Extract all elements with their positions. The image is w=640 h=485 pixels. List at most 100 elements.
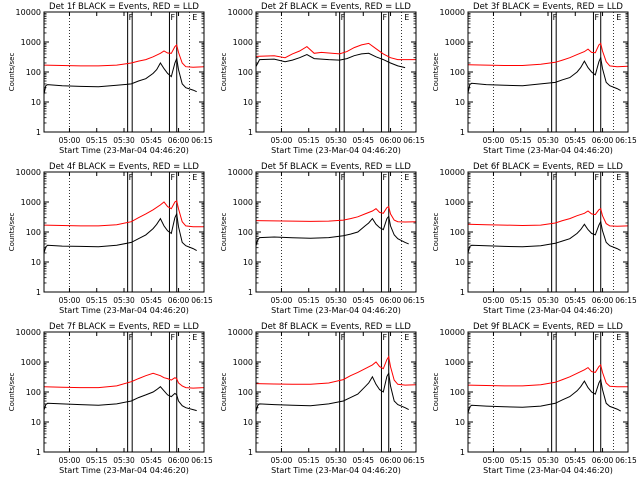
chart-title: Det 9f BLACK = Events, RED = LLD xyxy=(473,322,623,332)
interval-marker: E xyxy=(192,13,197,22)
interval-marker: F xyxy=(129,173,134,182)
x-tick-label: 05:30 xyxy=(113,296,135,305)
series-line-events xyxy=(467,220,621,254)
x-tick-label: 05:30 xyxy=(113,456,135,465)
x-tick-label: 05:00 xyxy=(271,136,293,145)
x-tick-label: 05:00 xyxy=(483,296,505,305)
series-line-lld xyxy=(467,207,629,227)
series-line-events xyxy=(467,378,621,414)
series-line-events xyxy=(43,212,197,254)
x-tick-label: 05:15 xyxy=(86,456,108,465)
interval-marker: E xyxy=(404,173,409,182)
y-tick-label: 1 xyxy=(36,448,41,457)
y-tick-label: 10 xyxy=(455,418,465,427)
interval-box xyxy=(380,171,390,293)
x-axis-label: Start Time (23-Mar-04 04:46:20) xyxy=(59,306,189,315)
x-tick-label: 05:45 xyxy=(564,136,586,145)
interval-marker: E xyxy=(404,333,409,342)
series-line-lld xyxy=(255,42,416,61)
series-line-lld xyxy=(467,42,629,68)
x-tick-label: 05:45 xyxy=(352,296,374,305)
y-axis-label: Counts/sec xyxy=(432,53,440,92)
y-tick-label: 100 xyxy=(26,68,41,77)
interval-marker: F xyxy=(170,173,175,182)
x-tick-label: 05:30 xyxy=(325,296,347,305)
interval-marker: F xyxy=(382,13,387,22)
x-axis-label: Start Time (23-Mar-04 04:46:20) xyxy=(271,146,401,155)
interval-marker: F xyxy=(594,333,599,342)
interval-marker: F xyxy=(129,333,134,342)
y-tick-label: 10000 xyxy=(16,168,41,177)
y-tick-label: 10000 xyxy=(16,8,41,17)
x-tick-label: 05:30 xyxy=(537,136,559,145)
y-tick-label: 1000 xyxy=(233,358,253,367)
y-tick-label: 1000 xyxy=(21,358,41,367)
y-axis-label: Counts/sec xyxy=(8,53,16,92)
y-tick-label: 10000 xyxy=(228,328,253,337)
x-tick-label: 05:30 xyxy=(537,296,559,305)
chart-title: Det 7f BLACK = Events, RED = LLD xyxy=(49,322,199,332)
x-tick-label: 05:30 xyxy=(537,456,559,465)
series-line-lld xyxy=(255,355,417,386)
interval-box xyxy=(339,11,345,133)
interval-box xyxy=(127,331,133,453)
plot-frame xyxy=(467,171,629,293)
interval-marker: E xyxy=(616,13,621,22)
chart-title: Det 5f BLACK = Events, RED = LLD xyxy=(261,162,411,172)
y-tick-label: 10000 xyxy=(228,168,253,177)
y-tick-label: 1 xyxy=(36,288,41,297)
plot-frame xyxy=(43,331,205,453)
x-axis-label: Start Time (23-Mar-04 04:46:20) xyxy=(271,306,401,315)
interval-marker: F xyxy=(170,333,175,342)
y-tick-label: 10000 xyxy=(440,328,465,337)
series-line-lld xyxy=(467,363,628,388)
x-tick-label: 05:45 xyxy=(352,456,374,465)
x-tick-label: 06:15 xyxy=(615,296,637,305)
interval-box xyxy=(168,11,178,133)
interval-box xyxy=(592,11,602,133)
x-tick-label: 06:00 xyxy=(592,136,614,145)
y-tick-label: 1000 xyxy=(21,38,41,47)
x-tick-label: 05:45 xyxy=(352,136,374,145)
x-tick-label: 05:15 xyxy=(298,296,320,305)
y-tick-label: 10 xyxy=(243,258,253,267)
x-tick-label: 06:15 xyxy=(615,136,637,145)
y-tick-label: 100 xyxy=(238,228,253,237)
y-tick-label: 1 xyxy=(460,448,465,457)
y-tick-label: 10 xyxy=(31,418,41,427)
interval-box xyxy=(592,331,602,453)
y-tick-label: 10000 xyxy=(440,168,465,177)
x-tick-label: 05:00 xyxy=(271,296,293,305)
interval-box xyxy=(168,171,178,293)
x-tick-label: 05:00 xyxy=(59,136,81,145)
x-tick-label: 05:45 xyxy=(140,456,162,465)
y-tick-label: 1 xyxy=(460,288,465,297)
interval-marker: F xyxy=(594,173,599,182)
interval-box xyxy=(592,171,602,293)
y-tick-label: 1 xyxy=(248,448,253,457)
series-line-lld xyxy=(43,199,204,228)
interval-marker: F xyxy=(382,333,387,342)
interval-box xyxy=(168,331,178,453)
plot-frame xyxy=(467,11,629,133)
y-axis-label: Counts/sec xyxy=(220,53,228,92)
x-tick-label: 05:45 xyxy=(140,296,162,305)
y-tick-label: 100 xyxy=(450,68,465,77)
plot-frame xyxy=(255,171,417,293)
x-tick-label: 05:15 xyxy=(298,136,320,145)
interval-box xyxy=(551,331,557,453)
x-tick-label: 05:15 xyxy=(510,136,532,145)
interval-marker: E xyxy=(192,333,197,342)
x-tick-label: 06:00 xyxy=(168,456,190,465)
y-tick-label: 1 xyxy=(248,288,253,297)
chart-title: Det 2f BLACK = Events, RED = LLD xyxy=(261,2,411,12)
interval-marker: E xyxy=(192,173,197,182)
x-tick-label: 05:45 xyxy=(564,456,586,465)
interval-marker: F xyxy=(553,333,558,342)
interval-marker: E xyxy=(616,333,621,342)
series-line-events xyxy=(255,371,409,412)
x-tick-label: 05:45 xyxy=(564,296,586,305)
x-tick-label: 05:00 xyxy=(59,456,81,465)
